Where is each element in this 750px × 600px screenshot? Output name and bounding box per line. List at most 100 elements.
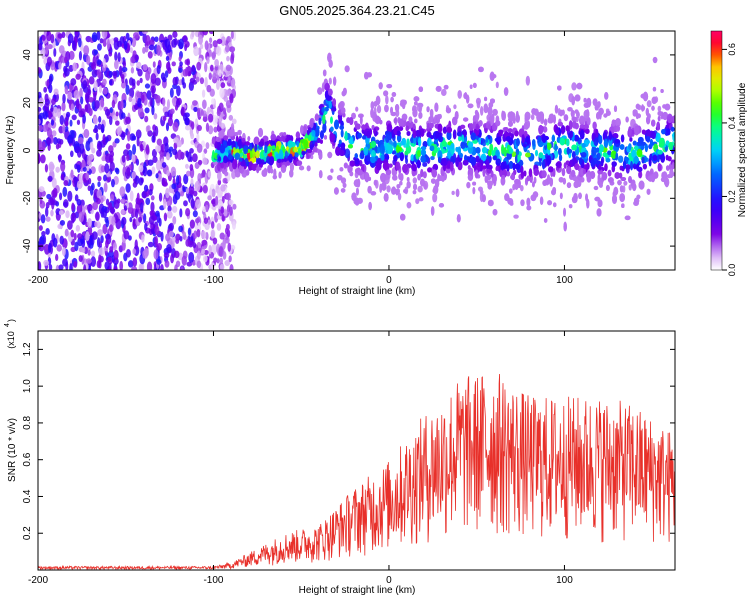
spectrogram-cell xyxy=(406,138,410,148)
spectrogram-cell xyxy=(417,185,423,193)
spectrogram-cell xyxy=(142,47,146,54)
spectrogram-cell xyxy=(652,86,657,92)
spectrogram-cell xyxy=(156,259,162,265)
spectrogram-cell xyxy=(207,113,214,123)
spectrogram-cell xyxy=(185,239,191,247)
spectrogram-cell xyxy=(147,159,154,166)
spectrogram-cell xyxy=(48,110,52,119)
spectrogram-marks xyxy=(38,31,675,270)
spectrogram-cell xyxy=(495,120,501,127)
spectrogram-cell xyxy=(402,164,408,174)
spectrogram-cell xyxy=(361,124,366,130)
spectrogram-cell xyxy=(131,135,137,141)
spectrogram-cell xyxy=(71,138,76,147)
spectrogram-cell xyxy=(63,180,69,187)
snr-multiplier: (x10 4 ) xyxy=(4,319,16,349)
spectrogram-cell xyxy=(144,83,151,89)
spectrogram-cell xyxy=(125,248,131,258)
spectrogram-cell xyxy=(552,202,557,208)
spectrogram-cell xyxy=(398,172,402,180)
spectrogram-cell xyxy=(87,249,91,256)
spectrogram-cell xyxy=(154,125,159,137)
spectrogram-cell xyxy=(91,32,98,43)
spectrogram-cell xyxy=(156,242,163,251)
spectrogram-cell xyxy=(251,163,257,171)
spectrogram-cell xyxy=(406,131,411,136)
spectrogram-cell xyxy=(174,264,178,270)
spectrogram-cell xyxy=(507,128,513,133)
spectrogram-cell xyxy=(506,171,511,177)
spectrogram-cell xyxy=(210,262,215,270)
spectrogram-cell xyxy=(89,141,94,150)
spectrogram-cell xyxy=(611,161,617,167)
spectrogram-cell xyxy=(385,169,392,176)
spectrogram-cell xyxy=(192,210,198,218)
spectrogram-cell xyxy=(598,144,604,153)
spectrogram-cell xyxy=(370,101,375,110)
spectrogram-cell xyxy=(80,96,84,105)
spectrogram-cell xyxy=(571,116,577,122)
spectrogram-cell xyxy=(501,174,506,180)
spectrogram-cell xyxy=(619,144,625,150)
spectrogram-cell xyxy=(538,160,542,167)
spectrogram-cell xyxy=(75,224,81,232)
spectrogram-cell xyxy=(289,169,294,178)
spectrogram-cell xyxy=(204,76,208,88)
spectrogram-cell xyxy=(258,141,264,147)
spectrogram-cell xyxy=(155,210,160,217)
spectrogram-cell xyxy=(514,154,518,164)
spectrogram-cell xyxy=(470,132,477,141)
spectrogram-cell xyxy=(610,150,617,159)
spectrogram-cell xyxy=(47,43,53,50)
spectrogram-cell xyxy=(400,213,406,221)
spectrogram-cell xyxy=(152,61,156,68)
spectrogram-cell xyxy=(584,128,590,134)
spectrogram-cell xyxy=(50,209,54,217)
spectrogram-cell xyxy=(93,49,99,55)
spectrogram-cell xyxy=(625,116,629,123)
spectrogram-cell xyxy=(397,146,403,152)
spectrogram-cell xyxy=(96,189,103,199)
spectrogram-cell xyxy=(607,177,614,183)
spectrogram-cell xyxy=(197,173,202,183)
spectrogram-cell xyxy=(432,188,438,194)
spectrogram-cell xyxy=(77,237,83,247)
colorbar: 0.00.20.40.6 Normalized spectral amplitu… xyxy=(710,30,748,277)
spectrogram-cell xyxy=(205,204,209,211)
colorbar-tick-label: 0.0 xyxy=(727,264,737,277)
spectrogram-cell xyxy=(72,62,78,72)
spectrogram-cell xyxy=(201,230,207,240)
spectrogram-cell xyxy=(70,78,77,86)
spectrogram-cell xyxy=(88,97,94,103)
spectrogram-cell xyxy=(531,139,536,147)
spectrogram-cell xyxy=(169,113,173,120)
spectrogram-cell xyxy=(561,167,566,177)
spectrogram-cell xyxy=(647,175,654,182)
spectrogram-cell xyxy=(194,180,201,192)
spectrogram-cell xyxy=(217,179,222,186)
spectrogram-cell xyxy=(351,112,356,120)
spectrogram-cell xyxy=(175,98,181,108)
spectrogram-cell xyxy=(578,192,582,200)
spectrogram-cell xyxy=(147,130,153,137)
spectrogram-cell xyxy=(526,197,531,207)
spectrogram-cell xyxy=(311,129,316,137)
spectrogram-cell xyxy=(202,116,208,122)
spectrogram-cell xyxy=(189,219,195,229)
spectrogram-cell xyxy=(168,230,174,238)
spectrogram-cell xyxy=(378,82,383,90)
spectrogram-cell xyxy=(586,97,592,108)
spectrogram-cell xyxy=(455,146,459,152)
colorbar-gradient xyxy=(710,30,723,271)
spectrogram-cell xyxy=(116,198,121,204)
spectrogram-cell xyxy=(561,109,565,116)
spectrogram-cell xyxy=(391,186,397,195)
spectrogram-cell xyxy=(461,134,465,143)
spectrogram-cell xyxy=(398,118,404,128)
spectrogram-cell xyxy=(186,58,191,66)
snr-y-axis-label: SNR (10 * v/v) xyxy=(7,418,18,482)
spectrogram-cell xyxy=(230,79,235,88)
spectrogram-cell xyxy=(225,223,230,231)
spectrogram-cell xyxy=(495,136,502,144)
spectrogram-cell xyxy=(220,122,226,129)
